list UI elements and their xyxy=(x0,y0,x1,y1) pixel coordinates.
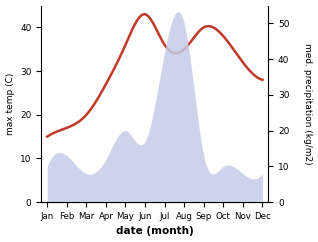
X-axis label: date (month): date (month) xyxy=(116,227,194,236)
Y-axis label: max temp (C): max temp (C) xyxy=(5,73,15,135)
Y-axis label: med. precipitation (kg/m2): med. precipitation (kg/m2) xyxy=(303,43,313,165)
